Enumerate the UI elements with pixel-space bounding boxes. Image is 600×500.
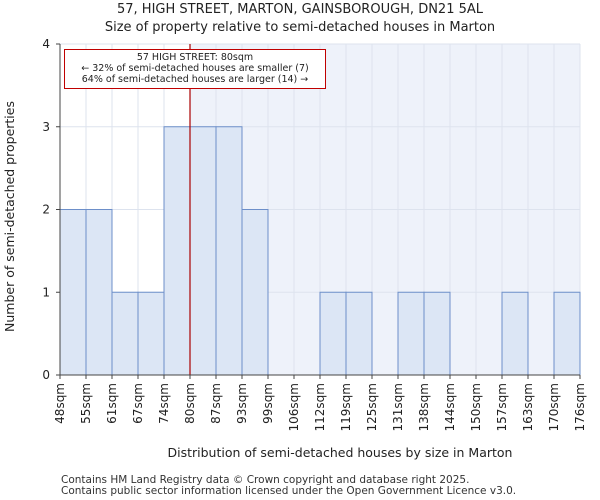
x-tick-label: 150sqm (469, 383, 483, 431)
y-axis-label: Number of semi-detached properties (2, 101, 17, 332)
bar (241, 209, 269, 376)
x-tick-label: 106sqm (287, 383, 301, 431)
x-tick-label: 61sqm (105, 383, 119, 424)
chart-title: 57, HIGH STREET, MARTON, GAINSBOROUGH, D… (116, 2, 484, 17)
bar (553, 291, 581, 376)
bar (111, 291, 139, 376)
x-tick-label: 119sqm (339, 383, 353, 431)
annotation-box: 57 HIGH STREET: 80sqm ← 32% of semi-deta… (64, 49, 326, 89)
x-tick-label: 163sqm (521, 383, 535, 431)
x-tick-label: 170sqm (547, 383, 561, 431)
footer-line-1: Contains HM Land Registry data © Crown c… (61, 474, 470, 486)
bar (319, 291, 347, 376)
x-tick-label: 80sqm (183, 383, 197, 424)
annotation-line-2: ← 32% of semi-detached houses are smalle… (81, 63, 309, 74)
x-tick-label: 131sqm (391, 383, 405, 431)
y-tick-label: 4 (42, 37, 50, 51)
bar (397, 291, 425, 376)
annotation-line-3: 64% of semi-detached houses are larger (… (81, 74, 309, 85)
x-tick-label: 112sqm (313, 383, 327, 431)
bar (85, 209, 113, 376)
footer-line-2: Contains public sector information licen… (61, 485, 517, 497)
x-tick-label: 138sqm (417, 383, 431, 431)
bar (423, 291, 451, 376)
x-tick-label: 67sqm (131, 383, 145, 424)
x-tick-label: 176sqm (573, 383, 587, 431)
bar (189, 126, 217, 376)
y-tick-label: 2 (42, 203, 50, 217)
y-tick-label: 0 (42, 368, 50, 382)
y-tick-label: 3 (42, 120, 50, 134)
bar (215, 126, 243, 376)
x-tick-label: 157sqm (495, 383, 509, 431)
annotation-line-1: 57 HIGH STREET: 80sqm (136, 52, 254, 63)
x-tick-label: 74sqm (157, 383, 171, 424)
bar (501, 291, 529, 376)
bar (137, 291, 165, 376)
bar (345, 291, 373, 376)
x-tick-label: 87sqm (209, 383, 223, 424)
chart-subtitle: Size of property relative to semi-detach… (104, 20, 496, 35)
x-tick-label: 125sqm (365, 383, 379, 431)
x-tick-label: 93sqm (235, 383, 249, 424)
x-axis-label: Distribution of semi-detached houses by … (168, 445, 513, 460)
x-tick-label: 144sqm (443, 383, 457, 431)
x-tick-label: 55sqm (79, 383, 93, 424)
x-tick-label: 99sqm (261, 383, 275, 424)
x-tick-label: 48sqm (53, 383, 67, 424)
bar (163, 126, 191, 376)
y-tick-label: 1 (42, 285, 50, 299)
bar (59, 209, 87, 376)
